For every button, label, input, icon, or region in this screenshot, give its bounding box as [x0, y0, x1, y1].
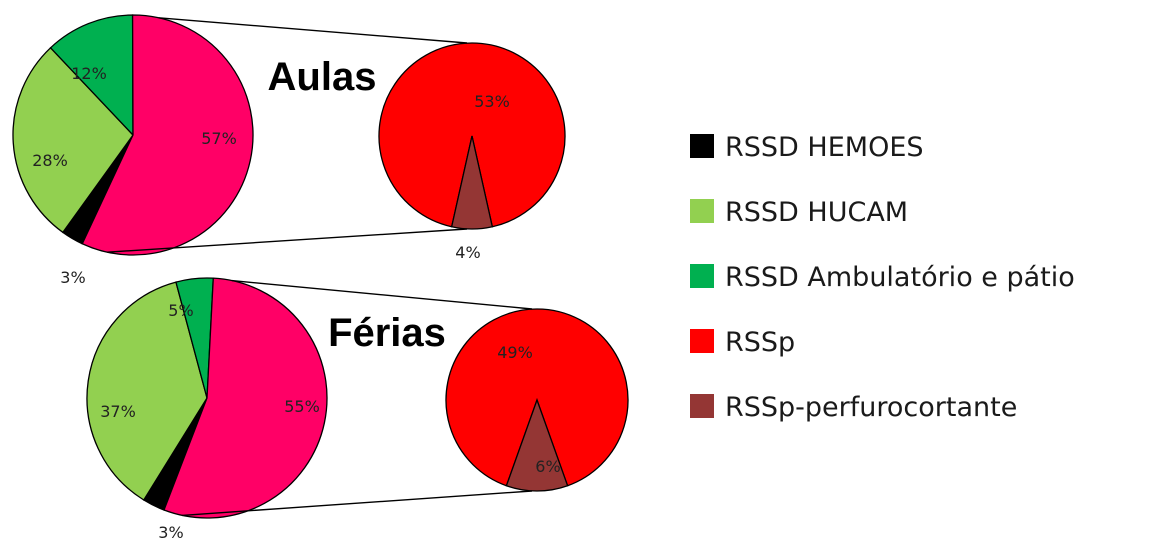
connector-line-bottom: [182, 490, 533, 517]
detail-slice-rssp: [445, 308, 629, 487]
legend-label-rssp: RSSp: [725, 327, 795, 358]
pie-group-ferias: 3% 37% 5% 55% 49% 6% Férias: [86, 277, 629, 541]
data-label-detail-rssp-perfurocortante: 4%: [455, 243, 480, 262]
legend-swatch-rssp: [690, 329, 714, 353]
main-slice-rssd-hucam: [12, 46, 134, 234]
legend-swatch-rssd-hucam: [690, 199, 714, 223]
legend-label-rssd-hemoes: RSSD HEMOES: [725, 132, 924, 163]
main-slice-rssd-hucam: [86, 281, 208, 501]
data-label-main-rssd-hucam: 37%: [100, 402, 136, 421]
connector-line-bottom: [107, 228, 468, 253]
data-label-main-rssp: 57%: [201, 129, 237, 148]
data-label-detail-rssp-perfurocortante: 6%: [535, 457, 560, 476]
detail-slice-rssp-perfurocortante: [450, 135, 494, 230]
legend-label-rssp-perfurocortante: RSSp-perfurocortante: [725, 392, 1017, 423]
data-label-detail-rssp: 49%: [497, 343, 533, 362]
legend-swatch-rssd-hemoes: [690, 134, 714, 158]
legend: RSSD HEMOES RSSD HUCAM RSSD Ambulatório e …: [690, 132, 1075, 423]
data-label-main-rssd-ambulatorio-e-patio: 12%: [71, 64, 107, 83]
legend-label-rssd-ambulatorio-e-patio: RSSD Ambulatório e pátio: [725, 262, 1075, 293]
legend-swatch-rssp-perfurocortante: [690, 394, 714, 418]
data-label-main-rssp: 55%: [284, 397, 320, 416]
chart-title-ferias: Férias: [328, 311, 446, 355]
connector-line-top: [158, 17, 468, 44]
pie-group-aulas: 3% 28% 12% 57% 53% 4% Aulas: [12, 14, 566, 287]
chart-title-aulas: Aulas: [268, 55, 377, 99]
main-slice-rssp: [163, 277, 328, 519]
detail-slice-rssp: [378, 42, 566, 228]
detail-slice-rssp-perfurocortante: [505, 398, 569, 492]
data-label-main-rssd-hemoes: 3%: [60, 268, 85, 287]
main-slice-rssd-ambulatorio-e-patio: [49, 14, 134, 137]
data-label-main-rssd-hucam: 28%: [32, 151, 68, 170]
main-slice-rssp: [81, 14, 254, 256]
legend-swatch-rssd-ambulatorio-e-patio: [690, 264, 714, 288]
connector-line-top: [231, 279, 533, 310]
legend-label-rssd-hucam: RSSD HUCAM: [725, 197, 908, 228]
data-label-main-rssd-ambulatorio-e-patio: 5%: [168, 301, 193, 320]
data-label-main-rssd-hemoes: 3%: [158, 523, 183, 541]
data-label-detail-rssp: 53%: [474, 92, 510, 111]
